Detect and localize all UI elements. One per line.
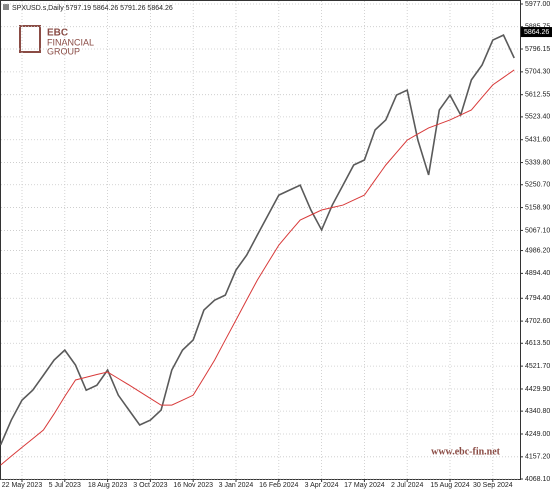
x-tick-label: 30 Sep 2024 [473,482,513,489]
y-tick-label: 4894.40 [525,270,550,277]
y-tick-label: 5704.30 [525,69,550,76]
logo-mark [19,25,41,53]
x-tick-label: 2 Jul 2024 [391,482,423,489]
price-line [0,34,515,446]
logo-line: FINANCIAL [47,37,94,47]
logo: EBC FINANCIAL GROUP [19,25,94,56]
plot-frame [0,0,521,480]
y-tick-label: 5158.90 [525,204,550,211]
y-tick-label: 4249.00 [525,431,550,438]
y-tick-label: 4986.20 [525,247,550,254]
x-tick-label: 15 Aug 2024 [430,482,469,489]
y-tick-label: 5067.10 [525,227,550,234]
chart-header: SPXUSD.s,Daily 5797.19 5864.26 5791.26 5… [12,5,173,12]
x-tick-label: 3 Apr 2024 [305,482,339,489]
y-tick-label: 4340.80 [525,408,550,415]
moving-average [0,69,515,466]
y-tick-label: 5796.15 [525,46,550,53]
x-tick-label: 3 Oct 2023 [133,482,167,489]
y-tick-label: 5885.75 [525,24,550,31]
y-tick-label: 5250.70 [525,182,550,189]
y-tick-label: 4429.90 [525,386,550,393]
x-tick-label: 3 Jan 2024 [219,482,254,489]
y-tick-label: 4068.10 [525,476,550,483]
x-tick-label: 16 Feb 2024 [259,482,298,489]
symbol-icon [3,4,9,10]
logo-line: GROUP [47,46,80,56]
y-tick-label: 5977.00 [525,1,550,8]
y-tick-label: 5431.60 [525,137,550,144]
y-tick-label: 4157.20 [525,454,550,461]
last-price-box [521,27,552,38]
x-tick-label: 17 May 2024 [344,482,385,489]
y-tick-label: 5612.55 [525,92,550,99]
y-tick-label: 4794.40 [525,295,550,302]
y-tick-label: 4702.60 [525,318,550,325]
y-tick-label: 4521.70 [525,363,550,370]
x-tick-label: 22 May 2023 [2,482,43,489]
y-tick-label: 5523.40 [525,114,550,121]
x-tick-label: 18 Aug 2023 [88,482,127,489]
last-price-label: 5864.26 [524,29,549,36]
y-tick-label: 4613.50 [525,340,550,347]
logo-name: EBC [47,28,68,39]
x-tick-label: 16 Nov 2023 [173,482,213,489]
y-tick-label: 5339.80 [525,159,550,166]
x-tick-label: 5 Jul 2023 [49,482,81,489]
watermark: www.ebc-fin.net [431,446,501,457]
